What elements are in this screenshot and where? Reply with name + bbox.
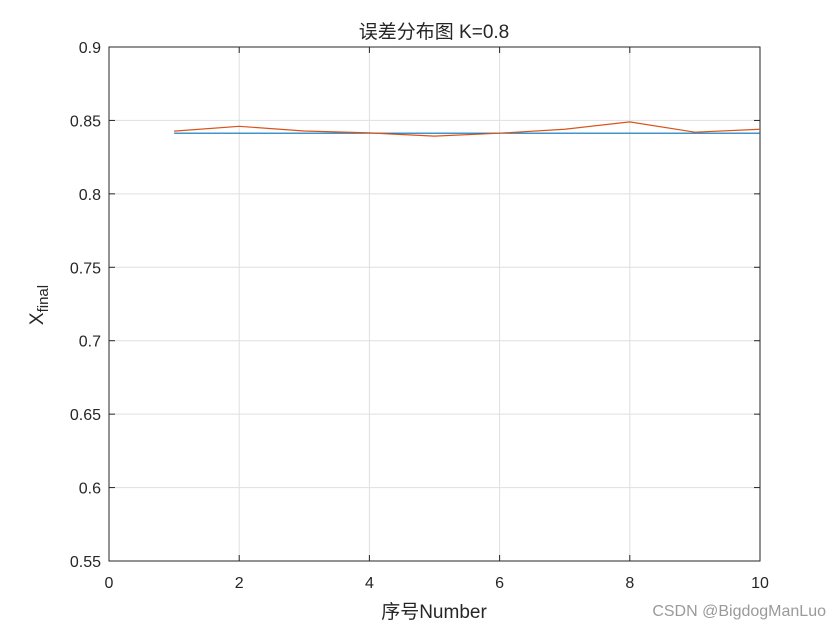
y-axis-label-subscript: final [35, 285, 52, 313]
y-tick-label: 0.85 [70, 113, 101, 130]
series-lines [174, 121, 761, 137]
y-tick-label: 0.75 [70, 260, 101, 277]
x-axis-label: 序号Number [381, 601, 487, 623]
y-tick-label: 0.65 [70, 407, 101, 424]
chart-title: 误差分布图 K=0.8 [359, 21, 509, 43]
watermark: CSDN @BigdogManLuo [652, 603, 826, 620]
x-tick-label: 8 [625, 575, 634, 592]
x-tick-label: 10 [751, 575, 769, 592]
y-tick-label: 0.7 [79, 334, 101, 351]
y-axis-label: Xfinal [27, 285, 52, 325]
x-tick-label: 2 [235, 575, 244, 592]
x-tick-label: 4 [365, 575, 374, 592]
y-tick-label: 0.55 [70, 554, 101, 571]
y-axis-label-base: X [27, 312, 48, 325]
axis-ticks [108, 46, 761, 562]
y-tick-label: 0.8 [79, 187, 101, 204]
x-tick-labels: 0 2 4 6 8 10 [105, 575, 769, 592]
plot-area [108, 46, 761, 562]
y-tick-label: 0.9 [79, 40, 101, 57]
grid [108, 46, 761, 562]
series-line-2 [174, 121, 761, 137]
y-tick-labels: 0.55 0.6 0.65 0.7 0.75 0.8 0.85 0.9 [70, 40, 101, 571]
x-tick-label: 6 [495, 575, 504, 592]
y-tick-label: 0.6 [79, 481, 101, 498]
x-tick-label: 0 [105, 575, 114, 592]
